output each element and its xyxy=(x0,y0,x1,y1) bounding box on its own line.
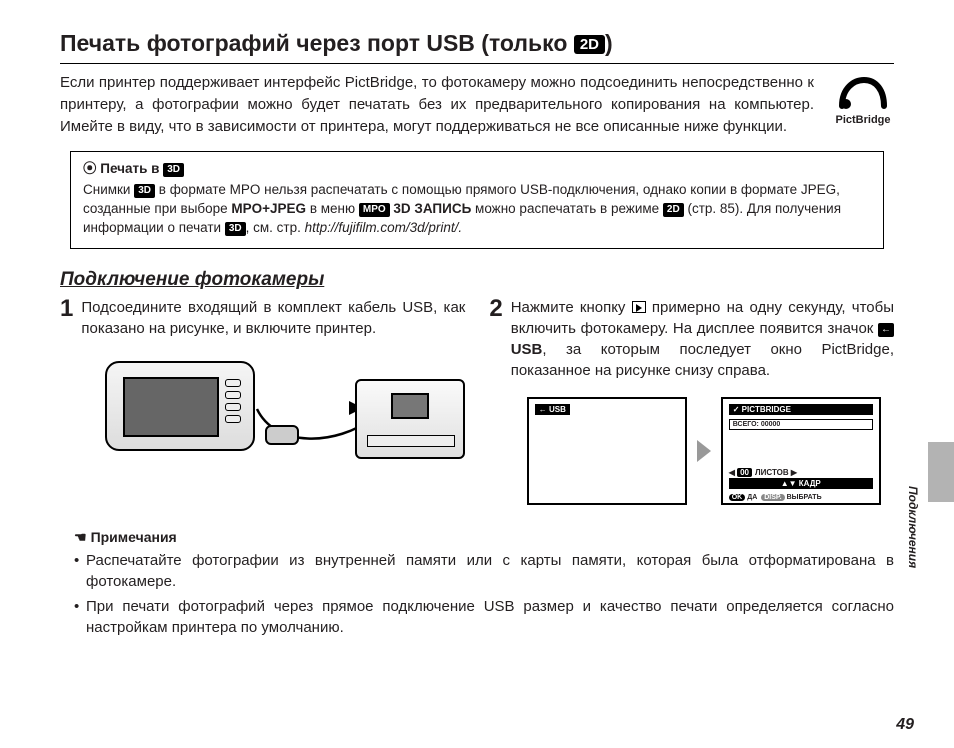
camera-screen xyxy=(123,377,219,437)
badge-mpo: MPO xyxy=(359,203,390,217)
step-2-text: Нажмите кнопку примерно на одну секунду,… xyxy=(511,297,894,381)
note-body: Снимки 3D в формате MPO нельзя распечата… xyxy=(83,181,871,238)
title-rule xyxy=(60,63,894,64)
note-item: Распечатайте фотографии из внутренней па… xyxy=(74,550,894,592)
step-2-body: Нажмите кнопку примерно на одну секунду,… xyxy=(511,297,894,505)
lcd-controls: OKДА DISP.ВЫБРАТЬ xyxy=(729,494,873,501)
notes-heading: ☚Примечания xyxy=(74,529,894,546)
step-1-body: Подсоедините входящий в комплект кабель … xyxy=(81,297,465,505)
lcd-frame: ▲▼ КАДР xyxy=(729,478,873,489)
notes-list: Распечатайте фотографии из внутренней па… xyxy=(60,550,894,638)
usb-chip-icon: ← xyxy=(878,323,894,337)
title-pre: Печать фотографий через порт USB (только xyxy=(60,30,574,56)
lcd-pictbridge: ✓ PICTBRIDGE ВСЕГО: 00000 ◀ 00ЛИСТОВ ▶ ▲… xyxy=(721,397,881,505)
note-item: При печати фотографий через прямое подкл… xyxy=(74,596,894,638)
camera-printer-illustration xyxy=(105,351,465,471)
note-url: http://fujifilm.com/3d/print/. xyxy=(305,220,463,235)
page-title: Печать фотографий через порт USB (только… xyxy=(60,30,894,57)
pictbridge-label: PictBridge xyxy=(828,114,898,126)
step-1: 1 Подсоедините входящий в комплект кабел… xyxy=(60,297,465,505)
side-label: Подключения xyxy=(906,486,920,568)
intro-wrap: Если принтер поддерживает интерфейс Pict… xyxy=(60,72,894,137)
lcd-usb: ← USB xyxy=(527,397,687,505)
step-2: 2 Нажмите кнопку примерно на одну секунд… xyxy=(489,297,894,505)
arrow-right-icon xyxy=(697,440,711,462)
badge-2d: 2D xyxy=(574,35,605,54)
page: Печать фотографий через порт USB (только… xyxy=(0,0,954,662)
badge-3d: 3D xyxy=(163,163,184,177)
badge-3d-inline: 3D xyxy=(134,184,155,198)
subheading: Подключение фотокамеры xyxy=(60,269,894,291)
playback-icon xyxy=(632,301,646,313)
page-number: 49 xyxy=(896,716,914,734)
badge-2d-inline: 2D xyxy=(663,203,684,217)
badge-3d-inline2: 3D xyxy=(225,222,246,236)
camera-buttons xyxy=(225,379,245,435)
intro-text: Если принтер поддерживает интерфейс Pict… xyxy=(60,72,894,137)
pictbridge-icon xyxy=(836,74,890,112)
camera-icon xyxy=(105,361,255,451)
lcd-pb-title: ✓ PICTBRIDGE xyxy=(729,404,873,415)
note-title: ⦿ Печать в 3D xyxy=(83,160,871,179)
step-1-text: Подсоедините входящий в комплект кабель … xyxy=(81,297,465,339)
lcd-sheets: ◀ 00ЛИСТОВ ▶ xyxy=(729,468,797,477)
pictbridge-logo: PictBridge xyxy=(828,74,898,126)
lcd-usb-label: ← USB xyxy=(535,404,570,415)
printer-icon xyxy=(355,379,465,459)
steps: 1 Подсоедините входящий в комплект кабел… xyxy=(60,297,894,505)
note-bullet-icon: ⦿ xyxy=(83,161,100,176)
lcd-screens: ← USB ✓ PICTBRIDGE ВСЕГО: 00000 ◀ 00ЛИСТ… xyxy=(527,397,894,505)
step-1-number: 1 xyxy=(60,297,73,505)
step-2-number: 2 xyxy=(489,297,502,505)
title-post: ) xyxy=(605,30,613,56)
side-tab xyxy=(928,442,954,502)
hand-icon: ☚ xyxy=(74,529,87,545)
lcd-total: ВСЕГО: 00000 xyxy=(729,419,873,430)
ferrite-icon xyxy=(265,425,299,445)
note-box: ⦿ Печать в 3D Снимки 3D в формате MPO не… xyxy=(70,151,884,249)
